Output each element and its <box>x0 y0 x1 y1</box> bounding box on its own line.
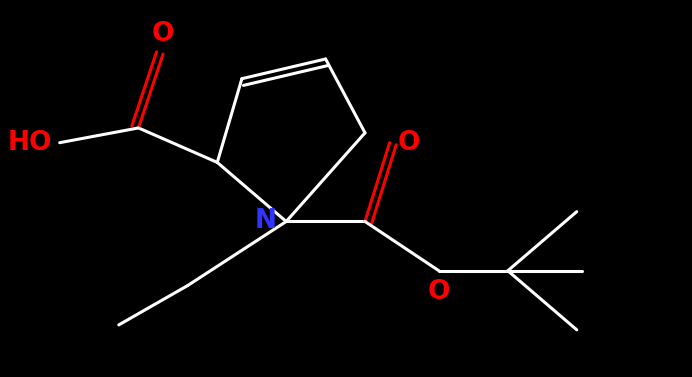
Text: HO: HO <box>8 130 52 156</box>
Text: O: O <box>428 279 450 305</box>
Text: O: O <box>397 130 420 156</box>
Text: N: N <box>255 208 276 234</box>
Text: O: O <box>152 21 174 47</box>
